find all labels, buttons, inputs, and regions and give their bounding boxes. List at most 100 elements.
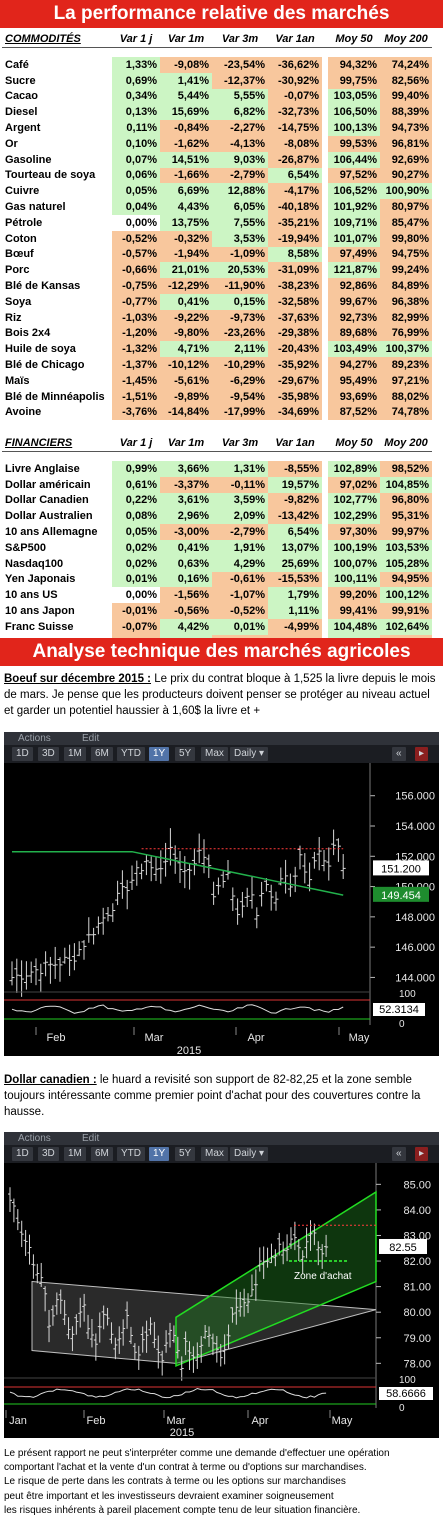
y-tick-label: 156.000 [395, 791, 435, 803]
value-cell: -6,29% [212, 372, 268, 389]
play-button[interactable]: ▸ [415, 747, 429, 761]
nav-back-button[interactable]: « [392, 1147, 406, 1161]
value-cell: 1,41% [160, 72, 212, 89]
column-header: Moy 200 [380, 31, 432, 48]
value-cell: 6,82% [212, 104, 268, 121]
value-cell: 94,32% [328, 57, 380, 73]
value-cell: -20,43% [268, 341, 322, 358]
range-button[interactable]: 3D [38, 747, 59, 761]
value-cell: 87,52% [328, 404, 380, 421]
range-button[interactable]: YTD [117, 1147, 145, 1161]
value-cell: 103,53% [380, 539, 432, 556]
range-button[interactable]: 3D [38, 1147, 59, 1161]
disclaimer-line: Le risque de perte dans les contrats à t… [4, 1476, 346, 1488]
value-cell: 95,49% [328, 372, 380, 389]
value-cell: -38,23% [268, 278, 322, 294]
value-cell: -0,01% [112, 603, 160, 619]
market-name: Bœuf [5, 248, 34, 261]
market-name: Riz [5, 311, 22, 324]
value-cell: 101,92% [328, 199, 380, 215]
range-button[interactable]: 1Y [149, 747, 170, 761]
value-cell: 19,57% [268, 476, 322, 493]
table-row: Yen Japonais 0,01% 0,16% -0,61% -15,53% 100,1… [2, 571, 432, 588]
table-row: Diesel 0,13% 15,69% 6,82% -32,73% 106,50% 88,3… [2, 104, 432, 121]
value-cell: -0,52% [212, 603, 268, 619]
value-cell: 1,33% [112, 57, 160, 73]
table-row: 10 ans Allemagne 0,05% -3,00% -2,79% 6,54% 97… [2, 524, 432, 540]
range-button[interactable]: Max [201, 747, 228, 761]
value-cell: -8,08% [268, 135, 322, 152]
value-cell: 6,54% [268, 524, 322, 540]
market-name: Dollar Canadien [5, 494, 89, 507]
value-cell: -0,75% [112, 278, 160, 294]
value-cell: 121,87% [328, 262, 380, 279]
y-tick-label: 84.00 [403, 1205, 431, 1217]
value-cell: 94,73% [380, 120, 432, 136]
range-button[interactable]: 5Y [175, 1147, 196, 1161]
actions-menu[interactable]: Actions [18, 1133, 51, 1144]
table-row: Soya -0,77% 0,41% 0,15% -32,58% 99,67% 96,38% [2, 293, 432, 310]
range-button[interactable]: 1D [12, 1147, 33, 1161]
disclaimer-line: peut être important et les investisseurs… [4, 1490, 334, 1502]
range-button[interactable]: 6M [91, 747, 113, 761]
value-cell: -9,89% [160, 388, 212, 405]
range-button[interactable]: Max [201, 1147, 228, 1161]
value-cell: 2,11% [212, 341, 268, 358]
range-button[interactable]: 1M [64, 747, 86, 761]
value-cell: -9,82% [268, 492, 322, 509]
column-header: Var 1an [268, 435, 322, 452]
edit-menu[interactable]: Edit [82, 733, 100, 744]
range-button[interactable]: 1M [64, 1147, 86, 1161]
range-button[interactable]: 6M [91, 1147, 113, 1161]
disclaimer-line: Le présent rapport ne peut s'interpréter… [4, 1448, 390, 1459]
boeuf-paragraph: Boeuf sur décembre 2015 : Le prix du con… [4, 671, 440, 719]
value-cell: -23,54% [212, 57, 268, 73]
table-row: Avoine -3,76% -14,84% -17,99% -34,69% 87,52% 7… [2, 404, 432, 421]
x-tick-label: Feb [87, 1415, 106, 1427]
value-cell: 103,49% [328, 341, 380, 358]
value-cell: 106,50% [328, 104, 380, 121]
value-cell: 0,10% [112, 135, 160, 152]
commodities-table: COMMODITÉS Var 1 j Var 1m Var 3m Var 1an Moy … [2, 31, 432, 421]
chart-menu-bar: Actions Edit [4, 1132, 439, 1145]
disclaimer: Le présent rapport ne peut s'interpréter… [4, 1447, 440, 1518]
table-row: Bois 2x4 -1,20% -9,80% -23,26% -29,38% 89,68%… [2, 325, 432, 342]
range-button[interactable]: YTD [117, 747, 145, 761]
value-cell: -0,84% [160, 120, 212, 136]
column-header: Var 1m [160, 435, 212, 452]
range-button[interactable]: Daily ▾ [230, 747, 269, 761]
edit-menu[interactable]: Edit [82, 1133, 100, 1144]
value-cell: 90,27% [380, 167, 432, 184]
value-cell: 82,56% [380, 72, 432, 89]
value-cell: -1,37% [112, 357, 160, 373]
market-name: Tourteau de soya [5, 169, 96, 182]
value-cell: 104,85% [380, 476, 432, 493]
value-cell: 95,31% [380, 508, 432, 525]
value-cell: -0,61% [212, 571, 268, 588]
range-button[interactable]: 1Y [149, 1147, 170, 1161]
range-button[interactable]: 5Y [175, 747, 196, 761]
actions-menu[interactable]: Actions [18, 733, 51, 744]
play-button[interactable]: ▸ [415, 1147, 429, 1161]
table-row: S&P500 0,02% 0,41% 1,91% 13,07% 100,19% 103,53… [2, 539, 432, 556]
value-cell: -1,51% [112, 388, 160, 405]
market-name: Café [5, 58, 29, 71]
boeuf-lead: Boeuf sur décembre 2015 : [4, 673, 152, 685]
table-row: Maïs -1,45% -5,61% -6,29% -29,67% 95,49% 97,21… [2, 372, 432, 389]
range-button[interactable]: 1D [12, 747, 33, 761]
value-cell: -5,61% [160, 372, 212, 389]
value-cell: -0,11% [212, 476, 268, 493]
table-row: Café 1,33% -9,08% -23,54% -36,62% 94,32% 74,24… [2, 57, 432, 73]
value-cell: 0,34% [112, 88, 160, 105]
market-name: Pétrole [5, 216, 43, 229]
value-cell: -3,76% [112, 404, 160, 421]
value-cell: 92,69% [380, 151, 432, 168]
value-cell: -3,37% [160, 476, 212, 493]
range-button[interactable]: Daily ▾ [230, 1147, 269, 1161]
header-row: COMMODITÉS Var 1 j Var 1m Var 3m Var 1an Moy … [2, 31, 432, 48]
y-tick-label: 85.00 [403, 1179, 431, 1191]
value-cell: 0,04% [112, 199, 160, 215]
column-header: Var 3m [212, 435, 268, 452]
nav-back-button[interactable]: « [392, 747, 406, 761]
technical-analysis-banner: Analyse technique des marchés agricoles [0, 638, 443, 666]
